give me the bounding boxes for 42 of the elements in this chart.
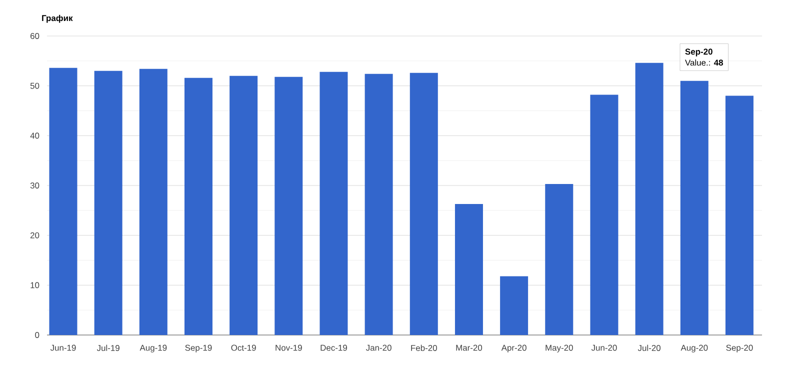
- x-tick-label: Oct-19: [231, 344, 256, 351]
- bar: [725, 96, 754, 335]
- y-tick-label: 30: [30, 182, 40, 188]
- bar: [139, 68, 168, 335]
- x-tick-label: May-20: [546, 344, 573, 352]
- x-tick-label: Apr-20: [501, 344, 526, 352]
- y-tick-label: 40: [30, 132, 40, 139]
- x-tick-label: Nov-19: [276, 344, 302, 351]
- x-tick-label: Jul-19: [96, 344, 120, 351]
- x-tick-label: Dec-19: [320, 344, 347, 351]
- x-tick-label: Jan-20: [366, 344, 392, 351]
- y-tick-label: 0: [35, 332, 40, 338]
- bar: [364, 74, 393, 335]
- bar: [590, 94, 618, 335]
- bar: [454, 204, 483, 335]
- bar: [680, 80, 708, 335]
- bar: [274, 76, 303, 335]
- x-tick-label: Aug-20: [680, 344, 708, 352]
- bar: [230, 76, 258, 335]
- annotation: Sep-20: [685, 48, 712, 56]
- bar: [94, 70, 122, 335]
- x-tick-label: Aug-19: [140, 344, 167, 352]
- x-tick-label: Jun-19: [50, 344, 76, 351]
- bar: [500, 276, 528, 335]
- annotation: Value.: 48: [685, 59, 724, 66]
- bar: [635, 62, 664, 335]
- x-tick-label: Feb-20: [411, 344, 437, 351]
- x-tick-label: Mar-20: [456, 344, 482, 351]
- x-tick-label: Jun-20: [591, 344, 617, 351]
- bar: [184, 78, 212, 335]
- chart-title: График: [42, 14, 73, 23]
- x-tick-label: Jul-20: [638, 344, 660, 351]
- bar: [410, 72, 438, 335]
- bar: [545, 184, 574, 335]
- y-tick-label: 60: [30, 33, 40, 39]
- bar: [320, 72, 348, 335]
- y-tick-label: 20: [30, 232, 40, 238]
- x-tick-label: Sep-20: [726, 344, 753, 352]
- bar: [49, 68, 78, 335]
- y-tick-label: 10: [30, 282, 40, 288]
- x-tick-label: Sep-19: [185, 344, 212, 352]
- y-tick-label: 50: [30, 82, 40, 89]
